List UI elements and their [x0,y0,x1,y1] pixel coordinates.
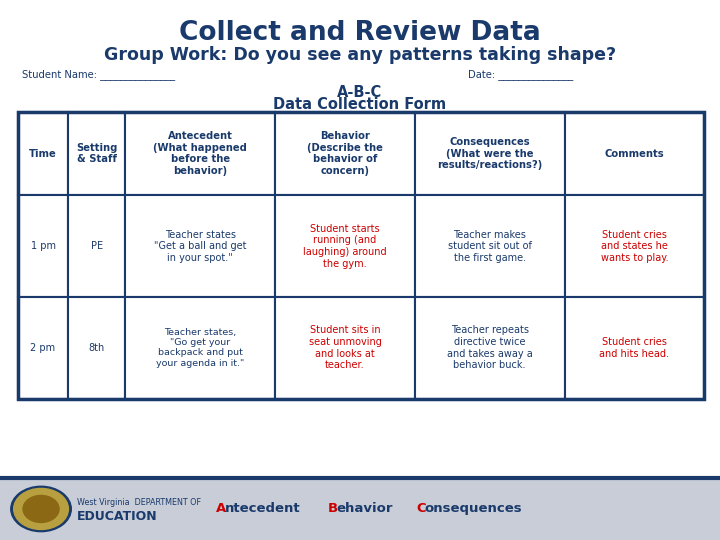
Text: Collect and Review Data: Collect and Review Data [179,21,541,46]
Text: Time: Time [29,148,57,159]
Bar [415,195,564,297]
Bar [68,297,125,399]
Bar [68,112,125,195]
Bar [564,195,704,297]
Text: Teacher states,
"Go get your
backpack and put
your agenda in it.": Teacher states, "Go get your backpack an… [156,328,244,368]
Text: ehavior: ehavior [336,502,392,516]
Bar [125,195,275,297]
Text: EDUCATION: EDUCATION [77,510,158,523]
Bar [18,112,68,195]
Bar [275,195,415,297]
Bar [18,112,704,399]
Text: Setting
& Staff: Setting & Staff [76,143,117,164]
Text: A: A [216,502,226,516]
Bar [125,297,275,399]
Text: Teacher makes
student sit out of
the first game.: Teacher makes student sit out of the fir… [448,230,531,263]
Text: 2 pm: 2 pm [30,343,55,353]
Text: Consequences
(What were the
results/reactions?): Consequences (What were the results/reac… [437,137,542,170]
Circle shape [14,488,68,529]
Bar [0,478,720,540]
Circle shape [23,496,59,523]
Text: Student cries
and states he
wants to play.: Student cries and states he wants to pla… [600,230,668,263]
Text: West Virginia  DEPARTMENT OF: West Virginia DEPARTMENT OF [77,498,201,507]
Text: Student Name: _______________: Student Name: _______________ [22,69,175,80]
Bar [18,195,68,297]
Bar [125,112,275,195]
Bar [275,297,415,399]
Bar [564,112,704,195]
Circle shape [11,486,71,531]
Text: onsequences: onsequences [425,502,523,516]
Text: Student sits in
seat unmoving
and looks at
teacher.: Student sits in seat unmoving and looks … [309,326,382,370]
Text: C: C [416,502,426,516]
Text: Comments: Comments [605,148,665,159]
Text: B: B [328,502,338,516]
Bar [415,297,564,399]
Text: Student cries
and hits head.: Student cries and hits head. [600,337,670,359]
Text: Date: _______________: Date: _______________ [468,69,573,80]
Bar [564,297,704,399]
Text: Group Work: Do you see any patterns taking shape?: Group Work: Do you see any patterns taki… [104,46,616,64]
Text: Data Collection Form: Data Collection Form [274,97,446,112]
Text: Teacher repeats
directive twice
and takes away a
behavior buck.: Teacher repeats directive twice and take… [447,326,533,370]
Bar [18,297,68,399]
Text: Behavior
(Describe the
behavior of
concern): Behavior (Describe the behavior of conce… [307,131,383,176]
Text: 8th: 8th [89,343,104,353]
Text: 1 pm: 1 pm [30,241,55,251]
Text: A-B-C: A-B-C [338,85,382,100]
Text: ntecedent: ntecedent [225,502,300,516]
Text: Student starts
running (and
laughing) around
the gym.: Student starts running (and laughing) ar… [303,224,387,268]
Text: PE: PE [91,241,103,251]
Bar [415,112,564,195]
Text: Antecedent
(What happened
before the
behavior): Antecedent (What happened before the beh… [153,131,247,176]
Bar [68,195,125,297]
Bar [275,112,415,195]
Text: Teacher states
"Get a ball and get
in your spot.": Teacher states "Get a ball and get in yo… [154,230,246,263]
